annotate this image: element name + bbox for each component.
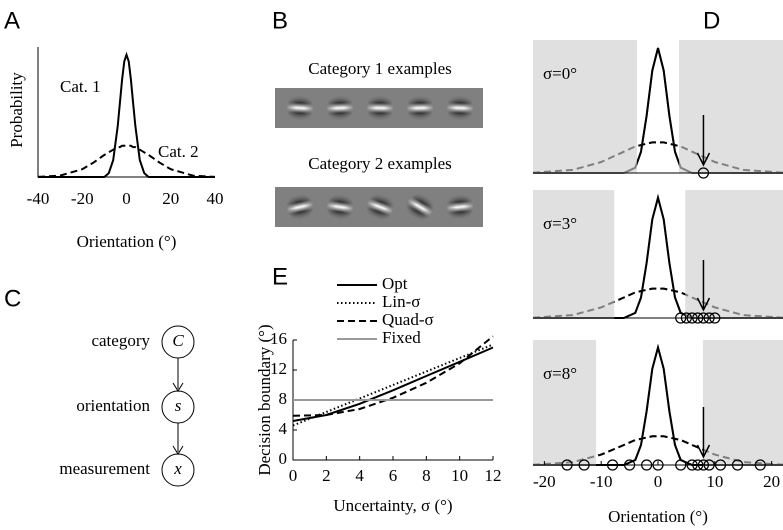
legend-label: Lin-σ — [382, 292, 420, 311]
x-tick-label: 0 — [289, 466, 298, 485]
reject-region — [679, 40, 783, 173]
annotation: Cat. 2 — [158, 142, 199, 161]
measurement — [754, 459, 766, 471]
measurement — [675, 312, 687, 324]
y-tick-label: 12 — [270, 359, 287, 378]
measurement — [578, 459, 590, 471]
measurement — [686, 312, 698, 324]
y-tick-label: 16 — [270, 329, 287, 348]
measurement — [709, 312, 721, 324]
node-label: category — [91, 331, 150, 350]
example-title: Category 2 examples — [308, 154, 452, 173]
y-tick-label: 4 — [279, 419, 288, 438]
node-symbol: s — [175, 396, 182, 415]
reject-region — [533, 40, 637, 173]
panel-label: E — [272, 263, 288, 290]
panel-label: σ=3° — [543, 214, 577, 233]
x-tick-label: 0 — [122, 189, 131, 208]
curve-highlight — [636, 47, 680, 166]
x-tick-label: 20 — [162, 189, 179, 208]
x-tick-label: 40 — [207, 189, 224, 208]
curve — [292, 335, 494, 417]
measurement — [623, 459, 636, 471]
measurement — [731, 459, 744, 471]
x-tick-label: 10 — [706, 472, 723, 491]
measurement — [692, 312, 704, 324]
y-axis-label: Probability — [7, 72, 26, 148]
x-tick-label: 8 — [422, 466, 431, 485]
legend-label: Opt — [382, 274, 408, 293]
measurement — [606, 459, 619, 471]
legend-label: Fixed — [382, 328, 421, 347]
node-label: measurement — [59, 459, 150, 478]
x-tick-label: -20 — [71, 189, 94, 208]
measurement — [714, 459, 727, 471]
annotation: Cat. 1 — [60, 77, 101, 96]
arrow — [172, 358, 184, 455]
measurement — [703, 312, 715, 324]
diagram — [161, 325, 195, 487]
y-axis-label: Decision boundary (°) — [255, 324, 274, 475]
stimulus-arrow — [696, 260, 711, 312]
x-tick-label: -10 — [590, 472, 613, 491]
panel-label: D — [703, 7, 720, 34]
x-tick-label: 20 — [763, 472, 780, 491]
node-symbol: C — [172, 331, 184, 350]
y-tick-label: 8 — [279, 389, 288, 408]
panel-label: A — [4, 7, 20, 34]
x-tick-label: 2 — [322, 466, 331, 485]
measurement — [697, 167, 710, 179]
panel-label: B — [272, 7, 288, 34]
measurement — [652, 459, 664, 471]
measurement — [680, 312, 693, 324]
reject-region — [533, 340, 597, 465]
node-symbol: x — [173, 459, 182, 478]
curve — [37, 144, 216, 178]
stimulus-arrow — [696, 115, 711, 167]
x-tick-label: 12 — [485, 466, 502, 485]
x-tick-label: -40 — [27, 189, 50, 208]
measurement — [686, 459, 698, 471]
measurement — [692, 459, 704, 471]
example-title: Category 1 examples — [308, 59, 452, 78]
x-axis-label: Orientation (°) — [77, 232, 177, 251]
curve — [38, 51, 215, 178]
reject-region — [685, 190, 783, 318]
curve — [292, 343, 494, 427]
measurement — [561, 459, 573, 471]
x-axis-label: Uncertainty, σ (°) — [333, 496, 452, 515]
stimulus-arrow — [696, 407, 711, 459]
x-tick-label: 4 — [355, 466, 364, 485]
measurement — [641, 459, 653, 471]
measurement — [697, 459, 710, 471]
node-label: orientation — [76, 396, 150, 415]
panel-label: C — [4, 285, 21, 312]
measurement — [675, 459, 687, 471]
measurement — [703, 459, 715, 471]
x-tick-label: 6 — [389, 466, 398, 485]
y-tick-label: 0 — [279, 449, 288, 468]
x-tick-label: -20 — [533, 472, 556, 491]
panel-label: σ=8° — [543, 364, 577, 383]
x-tick-label: 10 — [451, 466, 468, 485]
reject-region — [702, 340, 783, 465]
reject-region — [533, 190, 615, 318]
panel-label: σ=0° — [543, 64, 577, 83]
x-tick-label: 0 — [654, 472, 663, 491]
legend-label: Quad-σ — [382, 310, 434, 329]
x-axis-label: Orientation (°) — [608, 507, 708, 526]
measurement — [697, 312, 710, 324]
